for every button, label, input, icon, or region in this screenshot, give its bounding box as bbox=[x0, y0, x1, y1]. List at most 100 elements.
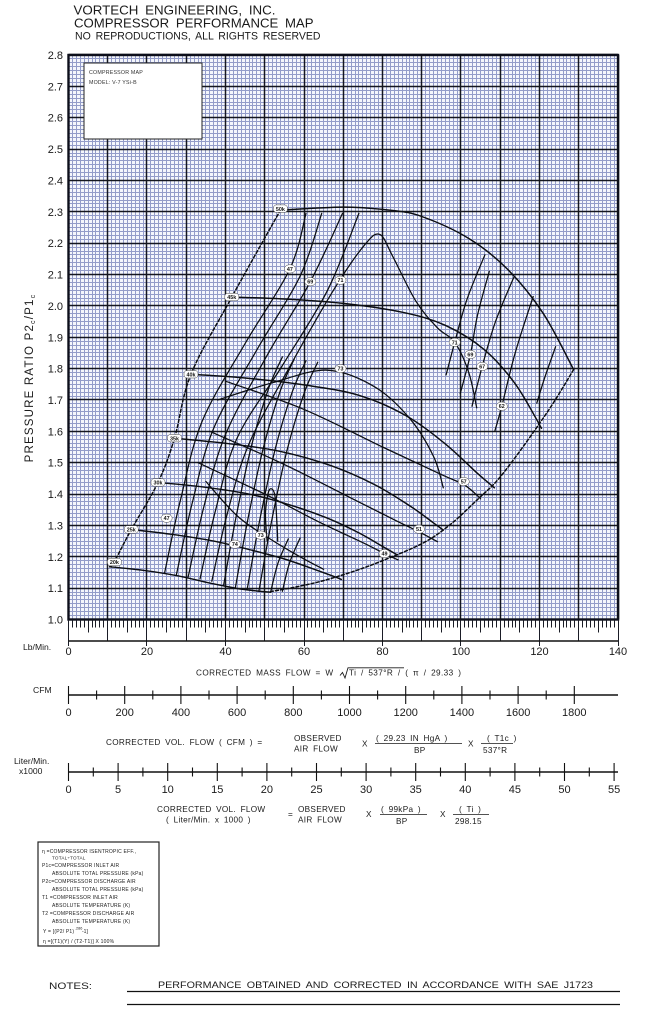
svg-text:P2c=COMPRESSOR DISCHARGE AIR: P2c=COMPRESSOR DISCHARGE AIR bbox=[42, 879, 136, 885]
svg-text:35k: 35k bbox=[170, 436, 179, 442]
svg-text:2.6: 2.6 bbox=[48, 113, 63, 125]
svg-text:NO REPRODUCTIONS, ALL RIGHTS R: NO REPRODUCTIONS, ALL RIGHTS RESERVED bbox=[75, 30, 321, 42]
svg-text:2.1: 2.1 bbox=[48, 270, 63, 282]
svg-text:800: 800 bbox=[284, 707, 302, 719]
svg-text:1000: 1000 bbox=[337, 707, 361, 719]
svg-text:( 29.23 IN HgA ): ( 29.23 IN HgA ) bbox=[376, 734, 448, 743]
svg-text:OBSERVED: OBSERVED bbox=[294, 734, 342, 743]
svg-text:ABSOLUTE TEMPERATURE (K): ABSOLUTE TEMPERATURE (K) bbox=[52, 903, 130, 909]
svg-text:2.5: 2.5 bbox=[48, 144, 63, 156]
svg-text:1800: 1800 bbox=[562, 707, 586, 719]
svg-text:55: 55 bbox=[608, 784, 620, 796]
svg-text:COMPRESSOR MAP: COMPRESSOR MAP bbox=[89, 70, 143, 76]
svg-text:600: 600 bbox=[228, 707, 246, 719]
svg-text:Lb/Min.: Lb/Min. bbox=[23, 642, 51, 652]
svg-text:1.7: 1.7 bbox=[48, 395, 63, 407]
svg-text:45: 45 bbox=[509, 784, 521, 796]
svg-text:T1 =COMPRESSOR INLET AIR: T1 =COMPRESSOR INLET AIR bbox=[42, 895, 118, 901]
svg-text:1.8: 1.8 bbox=[48, 364, 63, 376]
svg-text:NOTES:: NOTES: bbox=[49, 981, 92, 991]
svg-text:69: 69 bbox=[467, 353, 473, 359]
svg-text:40: 40 bbox=[459, 784, 471, 796]
svg-text:49: 49 bbox=[382, 552, 388, 558]
svg-text:40: 40 bbox=[219, 646, 231, 658]
svg-text:2.2: 2.2 bbox=[48, 238, 63, 250]
svg-text:ABSOLUTE TEMPERATURE (K): ABSOLUTE TEMPERATURE (K) bbox=[52, 919, 130, 925]
svg-text:( T1c ): ( T1c ) bbox=[487, 734, 517, 743]
svg-text:1.9: 1.9 bbox=[48, 332, 63, 344]
svg-text:OBSERVED: OBSERVED bbox=[298, 805, 346, 814]
svg-text:ABSOLUTE TOTAL PRESSURE (kP: ABSOLUTE TOTAL PRESSURE (kPa) bbox=[52, 887, 144, 893]
svg-text:51: 51 bbox=[416, 527, 422, 533]
svg-text:( Liter/Min. x 1000 ): ( Liter/Min. x 1000 ) bbox=[166, 816, 251, 825]
svg-text:71: 71 bbox=[338, 278, 344, 284]
svg-text:57: 57 bbox=[461, 480, 467, 486]
svg-text:η =[(T1)(Y) / (T2-T1)] X 100%: η =[(T1)(Y) / (T2-T1)] X 100% bbox=[43, 939, 115, 945]
svg-text:0: 0 bbox=[65, 646, 71, 658]
svg-text:COMPRESSOR PERFORMANCE MAP: COMPRESSOR PERFORMANCE MAP bbox=[74, 16, 314, 31]
svg-text:47: 47 bbox=[287, 267, 293, 273]
svg-text:35: 35 bbox=[410, 784, 422, 796]
svg-text:20k: 20k bbox=[110, 560, 119, 566]
svg-text:2.3: 2.3 bbox=[48, 207, 63, 219]
svg-text:Y = [(P2/ P1): Y = [(P2/ P1) bbox=[43, 929, 74, 935]
svg-text:CORRECTED VOL. FLOW ( CFM ): CORRECTED VOL. FLOW ( CFM ) = bbox=[106, 738, 262, 747]
svg-text:MODEL: V-7 YSi-B: MODEL: V-7 YSi-B bbox=[89, 80, 137, 86]
svg-text:298.15: 298.15 bbox=[455, 817, 482, 826]
svg-text:15: 15 bbox=[211, 784, 223, 796]
svg-text:2.4: 2.4 bbox=[48, 175, 63, 187]
svg-text:60: 60 bbox=[298, 646, 310, 658]
svg-text:25k: 25k bbox=[127, 528, 136, 534]
svg-text:73: 73 bbox=[338, 367, 344, 373]
svg-text:=: = bbox=[288, 810, 293, 819]
svg-text:η =COMPRESSOR ISENTROPIC EFF: η =COMPRESSOR ISENTROPIC EFF., bbox=[42, 849, 136, 855]
svg-text:CFM: CFM bbox=[33, 685, 52, 695]
svg-text:PERFORMANCE OBTAINED AND CO: PERFORMANCE OBTAINED AND CORRECTED IN AC… bbox=[158, 980, 593, 990]
svg-text:X: X bbox=[440, 810, 446, 819]
svg-text:VORTECH ENGINEERING, INC.: VORTECH ENGINEERING, INC. bbox=[74, 3, 276, 18]
svg-text:x1000: x1000 bbox=[19, 766, 43, 776]
svg-text:74: 74 bbox=[232, 542, 238, 548]
svg-text:X: X bbox=[468, 740, 474, 749]
svg-text:0: 0 bbox=[65, 707, 71, 719]
svg-text:25: 25 bbox=[310, 784, 322, 796]
svg-text:10: 10 bbox=[162, 784, 174, 796]
svg-text:30k: 30k bbox=[154, 481, 163, 487]
svg-text:BP: BP bbox=[396, 817, 408, 826]
svg-text:73: 73 bbox=[258, 533, 264, 539]
svg-text:1.4: 1.4 bbox=[48, 489, 63, 501]
svg-text:20: 20 bbox=[261, 784, 273, 796]
svg-text:AIR FLOW: AIR FLOW bbox=[294, 745, 338, 754]
svg-text:AIR FLOW: AIR FLOW bbox=[298, 816, 342, 825]
svg-text:537°R: 537°R bbox=[483, 746, 507, 755]
svg-text:1.5: 1.5 bbox=[48, 458, 63, 470]
svg-text:40k: 40k bbox=[187, 372, 196, 378]
svg-text:69: 69 bbox=[307, 280, 313, 286]
svg-text:45k: 45k bbox=[227, 295, 236, 301]
svg-text:-1]: -1] bbox=[82, 929, 88, 935]
svg-text:1.1: 1.1 bbox=[48, 583, 63, 595]
svg-text:50k: 50k bbox=[276, 207, 285, 213]
svg-text:P1c=COMPRESSOR INLET AIR: P1c=COMPRESSOR INLET AIR bbox=[42, 863, 120, 869]
svg-text:200: 200 bbox=[116, 707, 134, 719]
svg-text:2.7: 2.7 bbox=[48, 81, 63, 93]
svg-text:47: 47 bbox=[164, 516, 170, 522]
svg-text:120: 120 bbox=[530, 646, 548, 658]
svg-text:ABSOLUTE TOTAL PRESSURE (kP: ABSOLUTE TOTAL PRESSURE (kPa) bbox=[52, 871, 144, 877]
svg-text:5: 5 bbox=[115, 784, 121, 796]
svg-text:1.0: 1.0 bbox=[48, 615, 63, 627]
svg-text:CORRECTED MASS FLOW = W: CORRECTED MASS FLOW = W bbox=[196, 669, 334, 678]
svg-text:62: 62 bbox=[499, 404, 505, 410]
svg-text:50: 50 bbox=[558, 784, 570, 796]
svg-text:400: 400 bbox=[172, 707, 190, 719]
svg-text:80: 80 bbox=[376, 646, 388, 658]
svg-text:CORRECTED VOL. FLOW: CORRECTED VOL. FLOW bbox=[157, 805, 265, 814]
svg-text:Ti / 537°R / ( π / 29.33 ): Ti / 537°R / ( π / 29.33 ) bbox=[349, 669, 461, 678]
svg-text:X: X bbox=[366, 810, 372, 819]
svg-text:TOTAL÷TOTAL: TOTAL÷TOTAL bbox=[52, 856, 86, 861]
svg-text:1400: 1400 bbox=[450, 707, 474, 719]
svg-text:2.8: 2.8 bbox=[48, 50, 63, 62]
svg-text:67: 67 bbox=[479, 364, 485, 370]
svg-text:0: 0 bbox=[65, 784, 71, 796]
svg-text:( Ti ): ( Ti ) bbox=[459, 805, 481, 814]
